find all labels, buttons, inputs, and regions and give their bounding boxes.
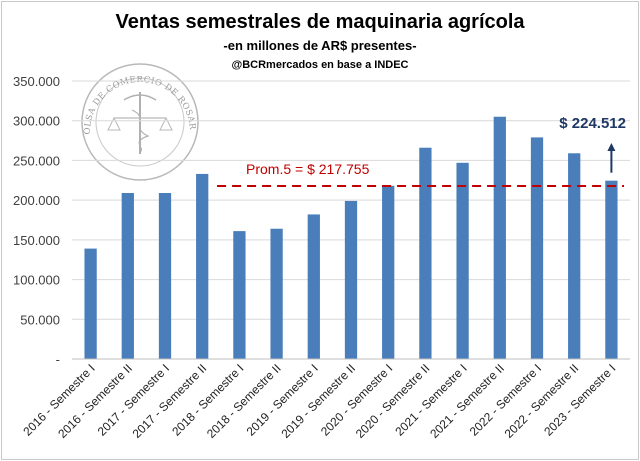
y-tick-label: 50.000	[20, 312, 60, 327]
y-tick-label: 100.000	[13, 273, 60, 288]
bars	[84, 116, 618, 359]
bar	[84, 248, 97, 359]
bar	[307, 214, 320, 359]
bar	[456, 162, 469, 359]
bar	[419, 147, 432, 359]
y-tick-label: -	[56, 352, 60, 367]
bar	[121, 192, 134, 359]
bar	[568, 153, 581, 359]
annotations: Prom.5 = $ 217.755 $ 224.512	[217, 115, 626, 188]
bar	[233, 231, 246, 359]
y-tick-label: 300.000	[13, 114, 60, 129]
bar	[158, 192, 172, 359]
chart-subtitle: -en millones de AR$ presentes-	[223, 38, 416, 53]
last-value-label: $ 224.512	[559, 115, 626, 132]
y-tick-label: 350.000	[13, 74, 60, 89]
chart-source: @BCRmercados en base a INDEC	[231, 59, 408, 71]
y-tick-label: 200.000	[13, 193, 60, 208]
chart-title: Ventas semestrales de maquinaria agrícol…	[115, 11, 525, 33]
y-tick-label: 250.000	[13, 153, 60, 168]
average-label: Prom.5 = $ 217.755	[246, 161, 370, 177]
bar	[270, 228, 283, 359]
y-axis: - 50.000 100.000 150.000 200.000 250.000 300.0…	[13, 74, 60, 367]
bar	[196, 173, 209, 359]
bar	[530, 137, 544, 359]
arrow-head-icon	[607, 143, 616, 151]
x-tick-label: 2023 - Semestre I	[541, 361, 618, 438]
bar	[382, 185, 395, 359]
bar	[344, 200, 358, 359]
bar	[605, 180, 618, 359]
y-tick-label: 150.000	[13, 233, 60, 248]
bar	[493, 116, 506, 359]
